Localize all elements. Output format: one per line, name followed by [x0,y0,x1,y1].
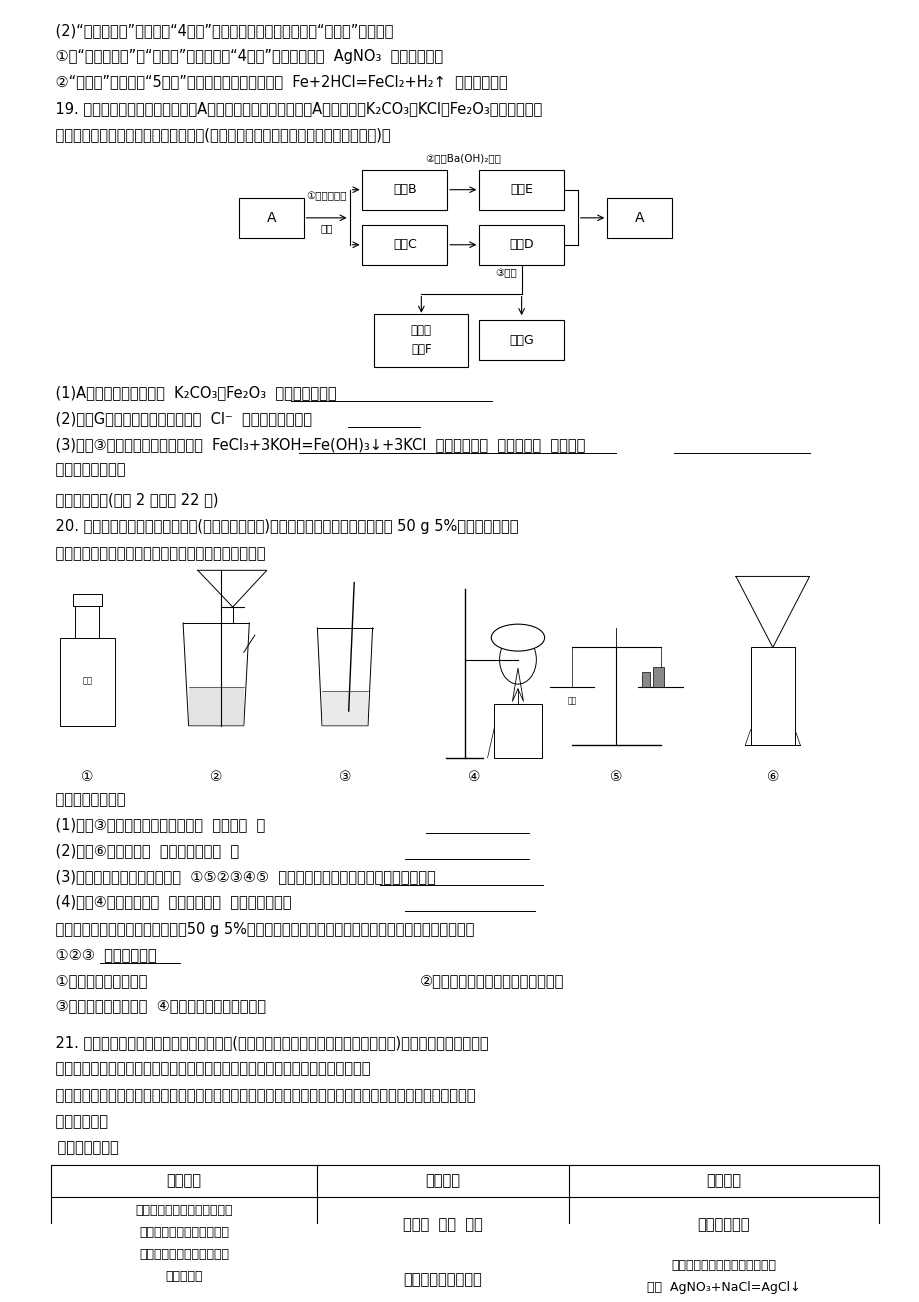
Text: ②: ② [210,769,222,784]
Text: 加热: 加热 [320,223,333,233]
Text: 沉淠E: 沉淠E [510,184,532,197]
Bar [60,638,115,725]
Bar [51,1165,878,1302]
Bar [73,594,102,605]
Bar [750,647,794,745]
Text: ②“稀盐酸”列车途经“5号站”时，反应的化学方程式为  Fe+2HCl=FeCl₂+H₂↑  （写一个）。: ②“稀盐酸”列车途经“5号站”时，反应的化学方程式为 Fe+2HCl=FeCl₂… [37,74,507,90]
Bar [362,224,447,266]
Text: 若只有白色沉淠生成: 若只有白色沉淠生成 [403,1272,482,1286]
Text: 四、我会实验(每空 2 分，共 22 分): 四、我会实验(每空 2 分，共 22 分) [37,492,218,506]
Text: 则猜想一正确: 则猜想一正确 [697,1217,749,1232]
Text: ③混合: ③混合 [494,268,516,279]
Bar [239,198,303,238]
Bar [641,672,649,686]
Text: 则猜想二正确，反应的化学方程: 则猜想二正确，反应的化学方程 [670,1259,776,1272]
Text: 实验现象: 实验现象 [425,1173,460,1189]
Bar [652,667,664,686]
Text: (2)“碳酸钔溶液”列车抖达“4号站”时，将列车上的物质更换为“稀盐酸”后出发。: (2)“碳酸钔溶液”列车抖达“4号站”时，将列车上的物质更换为“稀盐酸”后出发。 [37,23,392,38]
Text: A: A [267,211,276,225]
Bar [188,686,244,725]
Bar [479,224,563,266]
Text: ①②③  （填序号）。: ①②③ （填序号）。 [37,948,156,962]
Text: ①: ① [81,769,94,784]
Text: 的一甁药品是否纯净产生怀疑，于是他在老师的指导下对其成分展开了如下探究：: 的一甁药品是否纯净产生怀疑，于是他在老师的指导下对其成分展开了如下探究： [37,1061,370,1075]
Text: 红褐色: 红褐色 [411,324,431,337]
Bar [750,697,794,745]
Text: ①与“碳酸钔溶液”和“稀盐酸”都能反应的“4号站”的对应物质为  AgNO₃  （填一种）。: ①与“碳酸钔溶液”和“稀盐酸”都能反应的“4号站”的对应物质为 AgNO₃ （填… [37,49,442,64]
Text: (4)操作④中，当观察到  出现较多固体  时，停止加热。: (4)操作④中，当观察到 出现较多固体 时，停止加热。 [37,894,291,910]
Text: 《设计与实验》: 《设计与实验》 [37,1141,119,1156]
Text: (1)A中一定含有的物质是  K₂CO₃、Fe₂O₃  （写化学式）。: (1)A中一定含有的物质是 K₂CO₃、Fe₂O₃ （写化学式）。 [37,385,336,401]
Text: ②加入Ba(OH)₂溶液: ②加入Ba(OH)₂溶液 [425,152,501,163]
Text: ⑥: ⑥ [766,769,778,784]
Text: 请回答下列问题：: 请回答下列问题： [37,792,125,807]
Text: 《猜想与假设》猜想一：白色固体为碳酸钔；猜想二：白色固体为氯化钔；猜想三：白色固体为碳酸钔和氯化: 《猜想与假设》猜想一：白色固体为碳酸钔；猜想二：白色固体为氯化钔；猜想三：白色固… [37,1088,475,1103]
Text: 沉淠F: 沉淠F [411,344,431,357]
Bar [607,198,671,238]
Text: 19. 某化学兴趣小组对固体混合物A的组成进行实验研究，已知A中可能含有K₂CO₃、KCl、Fe₂O₃中的一种或多: 19. 某化学兴趣小组对固体混合物A的组成进行实验研究，已知A中可能含有K₂CO… [37,102,541,117]
Text: 式为  AgNO₃+NaCl=AgCl↓: 式为 AgNO₃+NaCl=AgCl↓ [646,1281,800,1294]
Text: ②称量时砵码端忧垫质量相同的纸片: ②称量时砵码端忧垫质量相同的纸片 [419,973,563,988]
Ellipse shape [491,624,544,651]
Text: ⑤: ⑤ [609,769,622,784]
Text: (1)操作③中用玻璃棒搅拌的作用是  加速溢解  。: (1)操作③中用玻璃棒搅拌的作用是 加速溢解 。 [37,818,265,832]
Text: 粗盐: 粗盐 [83,676,92,685]
Text: 硒酸銀溶液: 硒酸銀溶液 [165,1271,202,1284]
Bar [479,169,563,210]
Text: 实验一：如图是同学们做粗盐提纯实验的操作示意图。: 实验一：如图是同学们做粗盐提纯实验的操作示意图。 [37,546,265,561]
Text: ③: ③ [338,769,351,784]
Bar [374,314,468,367]
Text: 取少量固体药品，装入试管，: 取少量固体药品，装入试管， [135,1204,233,1217]
Bar [362,169,447,210]
Text: ①氯化钔固体仍然不纯: ①氯化钔固体仍然不纯 [37,973,147,988]
Text: 溶液G: 溶液G [509,333,533,346]
Text: 20. 某化学兴趣小组的同学做粗盐(含有难溶性杂质)提纯实验，并用所得的精盐配制 50 g 5%的氯化钔溶液。: 20. 某化学兴趣小组的同学做粗盐(含有难溶性杂质)提纯实验，并用所得的精盐配制… [37,519,517,534]
Bar [75,603,99,638]
Text: 基本反应类型）。: 基本反应类型）。 [37,462,125,478]
Text: 气体B: 气体B [392,184,416,197]
Text: ③量取水时，仰视读数  ④装瓶时，有少量溶液洒出: ③量取水时，仰视读数 ④装瓶时，有少量溶液洒出 [37,999,266,1014]
Text: (2)操作⑥中的错误是  未用玻璃棒引流  。: (2)操作⑥中的错误是 未用玻璃棒引流 。 [37,844,239,858]
Text: 粗盐: 粗盐 [567,697,576,706]
Bar [494,703,541,758]
Text: 加蕋馏水溶解，然后加入过: 加蕋馏水溶解，然后加入过 [139,1226,229,1240]
Text: (2)溶液G中大量存在的酸根离子是  Cl⁻  （写离子符号）。: (2)溶液G中大量存在的酸根离子是 Cl⁻ （写离子符号）。 [37,411,312,426]
Text: 钔的混合物。: 钔的混合物。 [37,1113,108,1129]
Text: 实验结论: 实验结论 [705,1173,741,1189]
Text: 若只有  气泡  产生: 若只有 气泡 产生 [403,1217,482,1232]
Text: ①加入稀盐酸: ①加入稀盐酸 [306,190,346,201]
Text: ④: ④ [467,769,480,784]
Text: 量的稀硒酸，最后滴加几滴: 量的稀硒酸，最后滴加几滴 [139,1249,229,1262]
Text: (3)粗盐提纯实验的操作顺序为  ①⑤②③④⑤  （填操作序号）、称量精盐并计算产率。: (3)粗盐提纯实验的操作顺序为 ①⑤②③④⑤ （填操作序号）、称量精盐并计算产率… [37,868,435,884]
Text: 种，请根据如图所示实验过程回答问题(过程中所有可能发生的反应均恰好完全进行)。: 种，请根据如图所示实验过程回答问题(过程中所有可能发生的反应均恰好完全进行)。 [37,128,390,142]
Text: 实验二：用提纯得到的精盐配制了50 g 5%的氯化钔溶液。经检测，溶质质量分数偏小，其原因可能有: 实验二：用提纯得到的精盐配制了50 g 5%的氯化钔溶液。经检测，溶质质量分数偏… [37,922,473,936]
Text: 实验步骤: 实验步骤 [166,1173,201,1189]
Text: A: A [634,211,643,225]
Bar [479,320,563,361]
Text: 溶液D: 溶液D [509,238,533,251]
Text: 溶液C: 溶液C [392,238,416,251]
Text: (3)写出③发生的化学反应方程式：  FeCl₃+3KOH=Fe(OH)₃↓+3KCl  ，该反应属于  复分解反应  （填一种: (3)写出③发生的化学反应方程式： FeCl₃+3KOH=Fe(OH)₃↓+3K… [37,437,584,452]
Text: 21. 小明同学欲回收中考化学实验操作考试(考题：鉴别碳酸钔和氯化钔两甁白色固体)用剩的药品。他对其中: 21. 小明同学欲回收中考化学实验操作考试(考题：鉴别碳酸钔和氯化钔两甁白色固体… [37,1035,488,1051]
Bar [322,691,368,725]
